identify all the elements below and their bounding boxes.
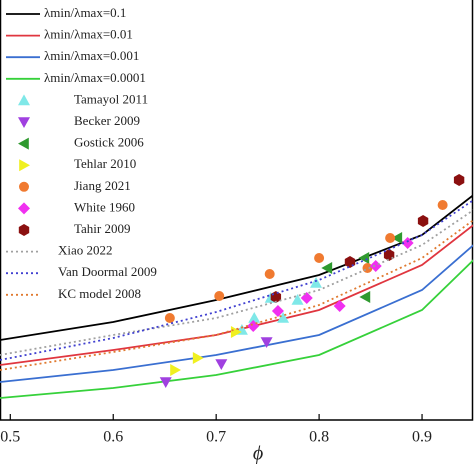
curve <box>0 209 473 356</box>
x-tick-label: 0.6 <box>103 429 123 446</box>
point <box>310 277 323 288</box>
legend-swatch <box>18 224 30 236</box>
point <box>437 200 448 210</box>
point <box>214 291 225 301</box>
axis: 0.5 0.6 0.7 0.8 0.9 <box>0 414 432 446</box>
legend-swatch <box>18 117 30 128</box>
point <box>417 215 429 227</box>
legend-label: Tamayol 2011 <box>74 91 148 106</box>
point <box>358 252 370 264</box>
point <box>321 262 333 274</box>
point <box>362 263 373 273</box>
x-axis-label: ϕ <box>253 443 263 465</box>
curve <box>0 224 473 366</box>
legend-label: λmin/λmax=0.0001 <box>44 70 146 85</box>
curve <box>0 259 473 399</box>
legend-label: Tehlar 2010 <box>74 156 136 171</box>
point <box>260 337 273 348</box>
curve <box>0 219 473 371</box>
point <box>453 174 465 186</box>
point <box>333 300 346 312</box>
legend-swatch <box>18 137 29 150</box>
point <box>271 305 284 317</box>
legend-label: Van Doormal 2009 <box>58 264 157 279</box>
point <box>159 377 172 388</box>
legend-swatch <box>19 181 29 192</box>
legend: λmin/λmax=0.1 λmin/λmax=0.01 λmin/λmax=0.0… <box>6 5 157 301</box>
x-tick-label: 0.7 <box>206 429 226 446</box>
legend-swatch <box>18 202 30 215</box>
curve <box>0 199 473 361</box>
point <box>300 292 313 304</box>
point <box>264 269 275 279</box>
point <box>314 253 325 263</box>
legend-label: λmin/λmax=0.01 <box>44 27 133 42</box>
x-tick-label: 0.5 <box>0 429 20 446</box>
point <box>391 232 403 244</box>
point <box>170 364 181 376</box>
point <box>385 233 396 243</box>
legend-label: Becker 2009 <box>74 113 140 128</box>
point <box>401 237 414 249</box>
x-tick-label: 0.9 <box>412 429 432 446</box>
legend-label: White 1960 <box>74 199 135 214</box>
plot-area <box>0 174 473 399</box>
point <box>192 352 204 364</box>
point <box>230 326 242 338</box>
legend-swatch <box>19 159 30 172</box>
point <box>215 359 228 370</box>
point <box>277 312 290 323</box>
legend-label: Jiang 2021 <box>74 178 131 193</box>
point <box>359 291 371 303</box>
legend-label: KC model 2008 <box>58 286 141 301</box>
point <box>291 294 304 305</box>
curve <box>0 194 473 341</box>
legend-label: Gostick 2006 <box>74 135 144 150</box>
legend-label: λmin/λmax=0.001 <box>44 48 139 63</box>
x-tick-label: 0.8 <box>309 429 329 446</box>
legend-label: Tahir 2009 <box>74 221 131 236</box>
point <box>248 312 261 323</box>
legend-swatch <box>18 94 30 106</box>
plot-frame <box>0 0 474 421</box>
legend-label: λmin/λmax=0.1 <box>44 5 126 20</box>
point <box>344 256 356 268</box>
legend-label: Xiao 2022 <box>58 243 113 258</box>
point <box>164 313 175 323</box>
